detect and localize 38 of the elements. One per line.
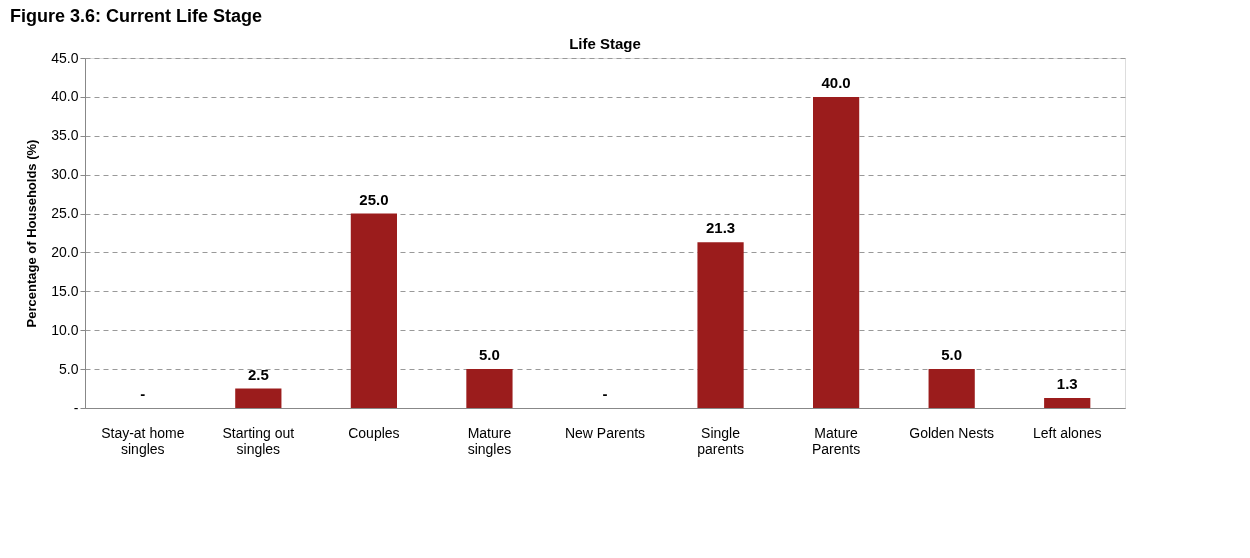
bar [928, 369, 975, 408]
data-label: - [140, 385, 146, 402]
x-tick-label: Golden Nests [909, 424, 995, 441]
x-tick-label: Left alones [1032, 424, 1102, 441]
x-tick-label: Single parents [697, 424, 744, 457]
x-tick-label: Mature singles [467, 424, 512, 457]
data-label: - [602, 385, 608, 402]
y-tick-label: 5.0 [59, 360, 79, 377]
chart-title: Life Stage [569, 35, 641, 52]
bar [813, 96, 860, 408]
y-tick-label: 40.0 [51, 88, 79, 105]
y-tick-label: 35.0 [51, 127, 79, 144]
bar [235, 388, 282, 408]
bar [697, 242, 744, 408]
y-tick-label: - [73, 399, 79, 416]
bar [1044, 397, 1091, 408]
data-label: 5.0 [941, 346, 963, 364]
data-label: 21.3 [705, 219, 736, 237]
y-tick-label: 10.0 [51, 321, 79, 338]
bar [466, 369, 513, 408]
y-tick-label: 45.0 [51, 49, 79, 66]
y-tick-label: 25.0 [51, 205, 79, 222]
x-tick-label: Couples [348, 424, 400, 441]
y-tick-label: 30.0 [51, 166, 79, 183]
data-label: 25.0 [359, 190, 389, 208]
x-tick-label: Mature Parents [811, 424, 861, 457]
caption: Figure 3.6: Current Life Stage [10, 6, 263, 26]
data-label: 5.0 [479, 346, 500, 364]
x-tick-label: Stay-at home singles [101, 424, 185, 457]
data-label: 2.5 [247, 365, 269, 383]
x-tick-label: Starting out singles [222, 424, 295, 457]
data-label: 1.3 [1056, 374, 1078, 392]
y-axis-title: Percentage of Households (%) [24, 139, 40, 328]
x-tick-label: New Parents [564, 424, 646, 441]
bar [350, 213, 397, 408]
data-label: 40.0 [821, 73, 851, 91]
y-tick-label: 20.0 [51, 243, 79, 260]
y-tick-label: 15.0 [51, 282, 79, 299]
